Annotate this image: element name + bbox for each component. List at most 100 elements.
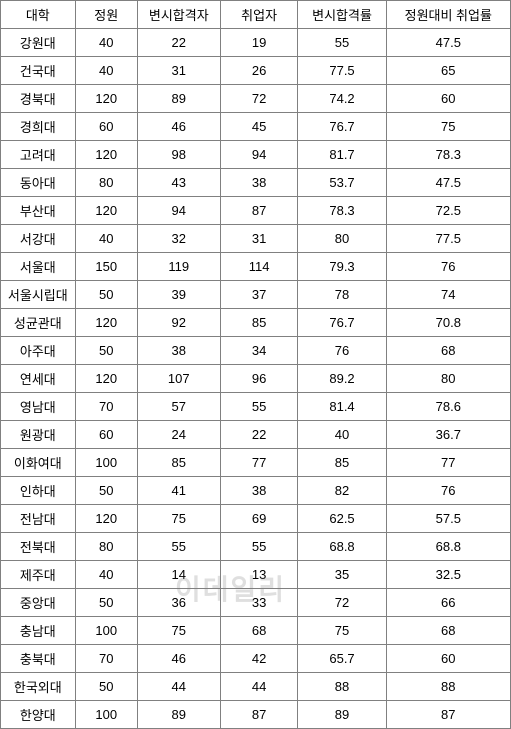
cell-univ: 인하대 bbox=[1, 477, 76, 505]
cell-pass: 75 bbox=[137, 617, 220, 645]
cell-emprate: 68 bbox=[386, 617, 510, 645]
cell-passrate: 77.5 bbox=[298, 57, 386, 85]
table-row: 한국외대5044448888 bbox=[1, 673, 511, 701]
cell-emp: 34 bbox=[220, 337, 298, 365]
cell-emp: 55 bbox=[220, 533, 298, 561]
cell-emp: 85 bbox=[220, 309, 298, 337]
cell-emp: 19 bbox=[220, 29, 298, 57]
cell-univ: 제주대 bbox=[1, 561, 76, 589]
cell-pass: 55 bbox=[137, 533, 220, 561]
cell-pass: 94 bbox=[137, 197, 220, 225]
cell-univ: 서울대 bbox=[1, 253, 76, 281]
cell-passrate: 72 bbox=[298, 589, 386, 617]
header-emprate: 정원대비 취업률 bbox=[386, 1, 510, 29]
cell-univ: 영남대 bbox=[1, 393, 76, 421]
cell-emprate: 80 bbox=[386, 365, 510, 393]
cell-emprate: 78.3 bbox=[386, 141, 510, 169]
header-univ: 대학 bbox=[1, 1, 76, 29]
cell-quota: 80 bbox=[75, 169, 137, 197]
cell-univ: 아주대 bbox=[1, 337, 76, 365]
cell-passrate: 74.2 bbox=[298, 85, 386, 113]
cell-univ: 전남대 bbox=[1, 505, 76, 533]
cell-univ: 경북대 bbox=[1, 85, 76, 113]
cell-emprate: 87 bbox=[386, 701, 510, 729]
cell-emp: 37 bbox=[220, 281, 298, 309]
cell-quota: 50 bbox=[75, 281, 137, 309]
cell-quota: 40 bbox=[75, 57, 137, 85]
cell-emp: 114 bbox=[220, 253, 298, 281]
cell-passrate: 76.7 bbox=[298, 309, 386, 337]
cell-univ: 충남대 bbox=[1, 617, 76, 645]
cell-emprate: 36.7 bbox=[386, 421, 510, 449]
cell-emp: 87 bbox=[220, 197, 298, 225]
cell-quota: 50 bbox=[75, 337, 137, 365]
table-row: 원광대6024224036.7 bbox=[1, 421, 511, 449]
cell-pass: 24 bbox=[137, 421, 220, 449]
table-row: 연세대1201079689.280 bbox=[1, 365, 511, 393]
table-row: 전남대120756962.557.5 bbox=[1, 505, 511, 533]
cell-emp: 31 bbox=[220, 225, 298, 253]
cell-pass: 46 bbox=[137, 113, 220, 141]
cell-passrate: 89 bbox=[298, 701, 386, 729]
cell-emp: 69 bbox=[220, 505, 298, 533]
table-row: 동아대80433853.747.5 bbox=[1, 169, 511, 197]
cell-emp: 42 bbox=[220, 645, 298, 673]
cell-quota: 50 bbox=[75, 589, 137, 617]
table-row: 제주대4014133532.5 bbox=[1, 561, 511, 589]
cell-emprate: 76 bbox=[386, 477, 510, 505]
table-row: 영남대70575581.478.6 bbox=[1, 393, 511, 421]
cell-univ: 이화여대 bbox=[1, 449, 76, 477]
cell-quota: 60 bbox=[75, 113, 137, 141]
cell-emprate: 60 bbox=[386, 85, 510, 113]
header-pass: 변시합격자 bbox=[137, 1, 220, 29]
cell-emprate: 78.6 bbox=[386, 393, 510, 421]
cell-pass: 92 bbox=[137, 309, 220, 337]
cell-univ: 서강대 bbox=[1, 225, 76, 253]
cell-emprate: 32.5 bbox=[386, 561, 510, 589]
cell-passrate: 88 bbox=[298, 673, 386, 701]
table-row: 서울대15011911479.376 bbox=[1, 253, 511, 281]
header-passrate: 변시합격률 bbox=[298, 1, 386, 29]
cell-passrate: 80 bbox=[298, 225, 386, 253]
cell-univ: 서울시립대 bbox=[1, 281, 76, 309]
cell-univ: 한양대 bbox=[1, 701, 76, 729]
cell-emprate: 65 bbox=[386, 57, 510, 85]
cell-emp: 38 bbox=[220, 477, 298, 505]
data-table: 대학 정원 변시합격자 취업자 변시합격률 정원대비 취업률 강원대402219… bbox=[0, 0, 511, 729]
cell-emp: 44 bbox=[220, 673, 298, 701]
cell-pass: 75 bbox=[137, 505, 220, 533]
table-row: 강원대4022195547.5 bbox=[1, 29, 511, 57]
cell-quota: 40 bbox=[75, 561, 137, 589]
cell-pass: 41 bbox=[137, 477, 220, 505]
header-quota: 정원 bbox=[75, 1, 137, 29]
cell-quota: 70 bbox=[75, 393, 137, 421]
cell-emprate: 70.8 bbox=[386, 309, 510, 337]
cell-passrate: 89.2 bbox=[298, 365, 386, 393]
cell-emprate: 77.5 bbox=[386, 225, 510, 253]
cell-emp: 45 bbox=[220, 113, 298, 141]
table-row: 충남대10075687568 bbox=[1, 617, 511, 645]
cell-pass: 89 bbox=[137, 85, 220, 113]
cell-pass: 57 bbox=[137, 393, 220, 421]
cell-emp: 26 bbox=[220, 57, 298, 85]
cell-passrate: 68.8 bbox=[298, 533, 386, 561]
cell-emprate: 68 bbox=[386, 337, 510, 365]
table-row: 부산대120948778.372.5 bbox=[1, 197, 511, 225]
cell-univ: 원광대 bbox=[1, 421, 76, 449]
cell-quota: 120 bbox=[75, 505, 137, 533]
cell-emprate: 74 bbox=[386, 281, 510, 309]
cell-passrate: 40 bbox=[298, 421, 386, 449]
cell-quota: 120 bbox=[75, 309, 137, 337]
cell-emp: 87 bbox=[220, 701, 298, 729]
cell-quota: 150 bbox=[75, 253, 137, 281]
table-row: 중앙대5036337266 bbox=[1, 589, 511, 617]
cell-emp: 22 bbox=[220, 421, 298, 449]
cell-pass: 98 bbox=[137, 141, 220, 169]
cell-emprate: 47.5 bbox=[386, 169, 510, 197]
cell-pass: 14 bbox=[137, 561, 220, 589]
cell-univ: 한국외대 bbox=[1, 673, 76, 701]
cell-pass: 107 bbox=[137, 365, 220, 393]
cell-passrate: 53.7 bbox=[298, 169, 386, 197]
cell-passrate: 81.4 bbox=[298, 393, 386, 421]
cell-quota: 60 bbox=[75, 421, 137, 449]
